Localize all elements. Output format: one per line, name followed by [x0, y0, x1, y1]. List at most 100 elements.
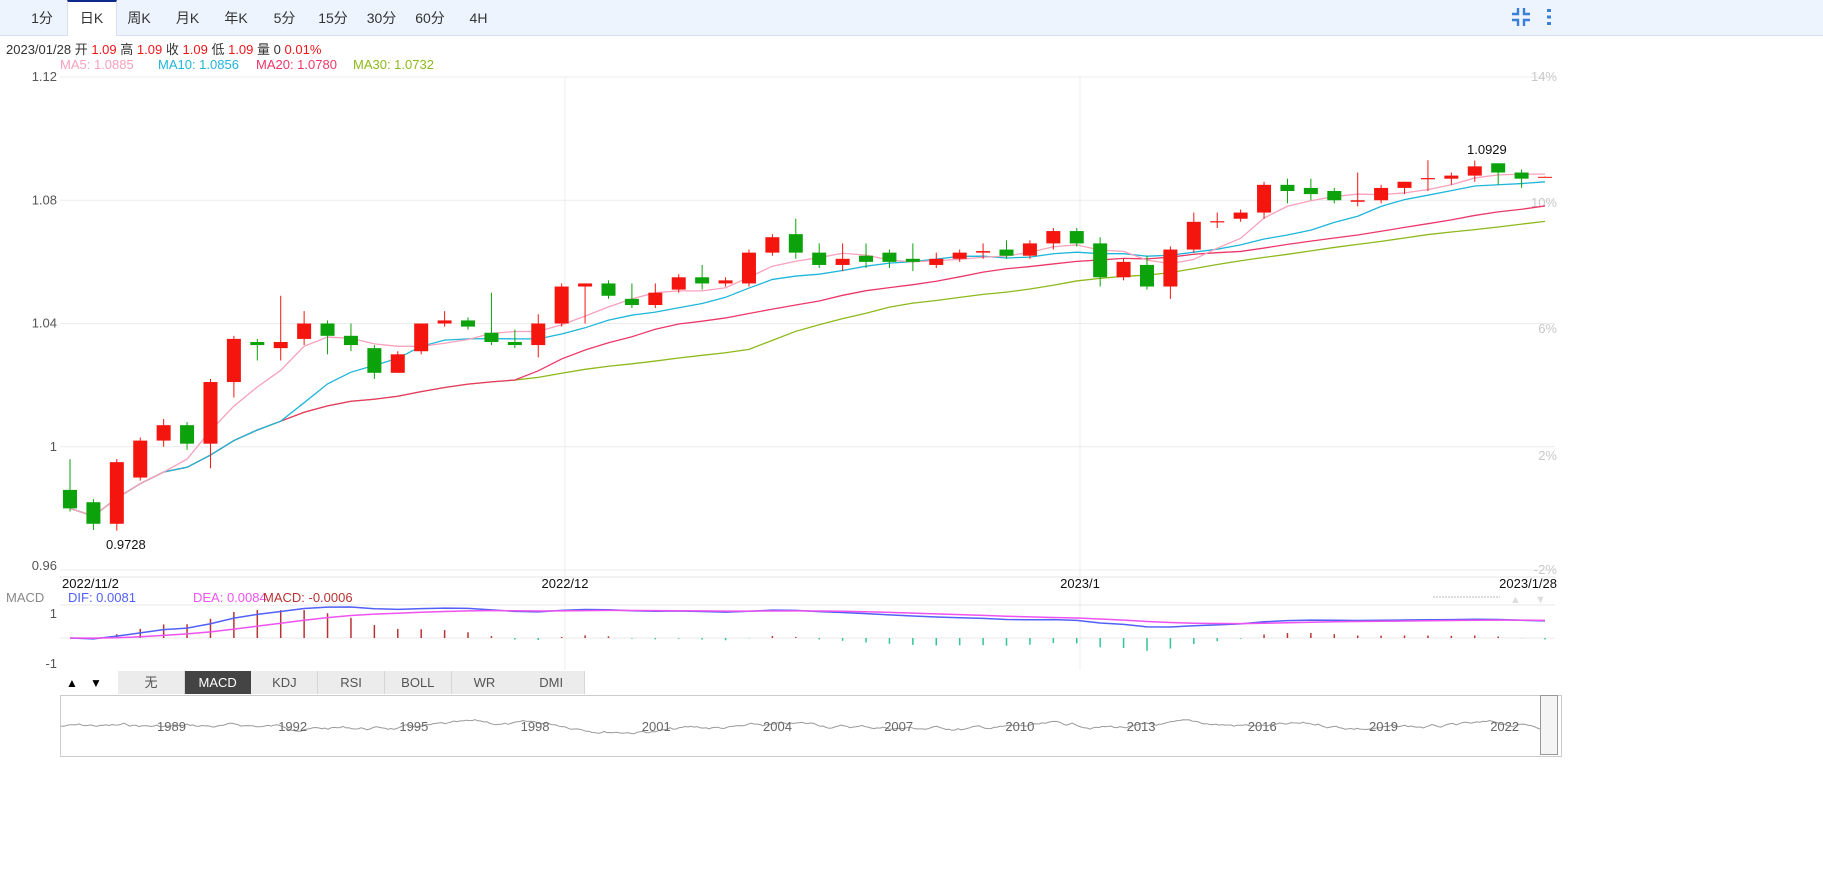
- candle-down: [461, 320, 476, 327]
- candle-up: [203, 382, 218, 444]
- pct-tick-label: 10%: [1531, 195, 1557, 210]
- candle-up: [1022, 243, 1037, 256]
- indicator-tab-5[interactable]: WR: [451, 671, 519, 694]
- collapse-icon[interactable]: [1510, 6, 1532, 28]
- period-tab-3[interactable]: 月K: [175, 10, 200, 26]
- ma30-line: [69, 220, 1546, 517]
- low-value: 1.09: [228, 42, 254, 57]
- navigator-handle[interactable]: [1540, 695, 1558, 755]
- navigator-line: [60, 719, 1541, 735]
- candle-up: [1163, 249, 1178, 287]
- candle-down: [1280, 184, 1295, 192]
- ma20-line: [69, 205, 1546, 517]
- period-tab-0[interactable]: 1分: [31, 10, 53, 26]
- candle-up: [390, 354, 405, 373]
- candle-up: [765, 237, 780, 253]
- candle-down: [250, 341, 265, 346]
- indicator-tab-2[interactable]: KDJ: [251, 671, 319, 694]
- candle-down: [320, 323, 335, 336]
- navigator-year: 1992: [278, 719, 308, 734]
- indicator-tab-1[interactable]: MACD: [184, 671, 252, 694]
- candle-down: [343, 335, 358, 346]
- candle-up: [671, 277, 686, 290]
- candle-up: [741, 252, 756, 284]
- candle-down: [1327, 191, 1342, 201]
- navigator-year: 1995: [399, 719, 429, 734]
- candle-up: [531, 323, 546, 346]
- candle-up: [1397, 181, 1412, 188]
- period-tab-2[interactable]: 周K: [127, 10, 151, 26]
- macd-tick: -1: [45, 656, 57, 671]
- x-axis-label: 2023/1/28: [1499, 576, 1557, 591]
- navigator-year: 2001: [641, 719, 671, 734]
- candle-down: [999, 249, 1014, 256]
- close-value: 1.09: [182, 42, 208, 57]
- candle-up: [156, 425, 171, 441]
- candle-down: [859, 255, 874, 262]
- candle-up: [1257, 184, 1272, 213]
- indicator-tab-0[interactable]: 无: [118, 671, 185, 694]
- indicator-tab-6[interactable]: DMI: [518, 671, 586, 694]
- candle-down: [507, 341, 522, 346]
- pct-tick-label: 14%: [1531, 69, 1557, 84]
- candle-down: [86, 502, 101, 524]
- scroll-up-button[interactable]: ▲: [66, 676, 78, 690]
- candle-up: [1538, 176, 1552, 178]
- ma20-legend: MA20: 1.0780: [256, 57, 337, 72]
- candle-up: [718, 280, 733, 284]
- period-tab-4[interactable]: 年K: [224, 10, 248, 26]
- candle-up: [109, 462, 124, 524]
- candle-up: [1467, 166, 1482, 176]
- indicator-tab-4[interactable]: BOLL: [384, 671, 452, 694]
- dif-line: [69, 606, 1546, 640]
- candle-up: [1374, 187, 1389, 201]
- candle-up: [1233, 212, 1248, 219]
- period-tab-9[interactable]: 4H: [469, 10, 488, 26]
- candle-down: [63, 489, 77, 509]
- volume-value: 0: [273, 42, 281, 57]
- candle-up: [1116, 261, 1131, 278]
- candle-up: [929, 258, 944, 265]
- dea-legend: DEA: 0.0084: [193, 590, 267, 605]
- candle-down: [1139, 264, 1154, 287]
- candle-up: [1210, 221, 1225, 223]
- candle-up: [226, 338, 241, 383]
- navigator-year: 2010: [1005, 719, 1035, 734]
- range-navigator[interactable]: [60, 695, 1562, 757]
- more-vert-icon[interactable]: [1544, 6, 1554, 28]
- candle-up: [1444, 175, 1459, 179]
- candle-down: [601, 283, 616, 296]
- navigator-sparkline: [60, 719, 1541, 735]
- high-annotation: 1.0929: [1467, 142, 1507, 157]
- period-tab-8[interactable]: 60分: [415, 10, 445, 26]
- period-tab-7[interactable]: 30分: [366, 10, 397, 26]
- dif-legend: DIF: 0.0081: [68, 590, 136, 605]
- scroll-down-button[interactable]: ▼: [90, 676, 102, 690]
- y-tick-label: 1.12: [32, 69, 57, 84]
- up-arrow-icon: ▲: [1510, 594, 1521, 606]
- ohlc-info: 2023/01/28 开 1.09 高 1.09 收 1.09 低 1.09 量…: [6, 39, 321, 58]
- period-tab-6[interactable]: 15分: [318, 10, 348, 26]
- candle-up: [648, 292, 663, 306]
- pct-tick-label: -2%: [1534, 562, 1558, 577]
- period-tab-1[interactable]: 日K: [66, 0, 117, 36]
- candle-up: [554, 286, 569, 324]
- indicator-tabs: ▲ ▼ 无 MACD KDJ RSI BOLL WR DMI: [0, 671, 1823, 694]
- candle-down: [788, 234, 803, 253]
- x-axis-label: 2022/12: [542, 576, 589, 591]
- y-tick-label: 1: [50, 439, 57, 454]
- candle-down: [695, 277, 710, 284]
- navigator-year: 2013: [1126, 719, 1156, 734]
- close-label: 收: [165, 42, 179, 57]
- period-tab-5[interactable]: 5分: [273, 10, 296, 26]
- x-axis-label: 2022/11/2: [62, 576, 119, 591]
- candle-up: [133, 440, 148, 478]
- candle-up: [1350, 200, 1365, 202]
- high-label: 高: [120, 42, 134, 57]
- candle-up: [1046, 231, 1061, 244]
- open-label: 开: [74, 42, 88, 57]
- navigator-year: 1989: [157, 719, 186, 734]
- change-value: 0.01%: [284, 42, 322, 57]
- indicator-tab-3[interactable]: RSI: [318, 671, 386, 694]
